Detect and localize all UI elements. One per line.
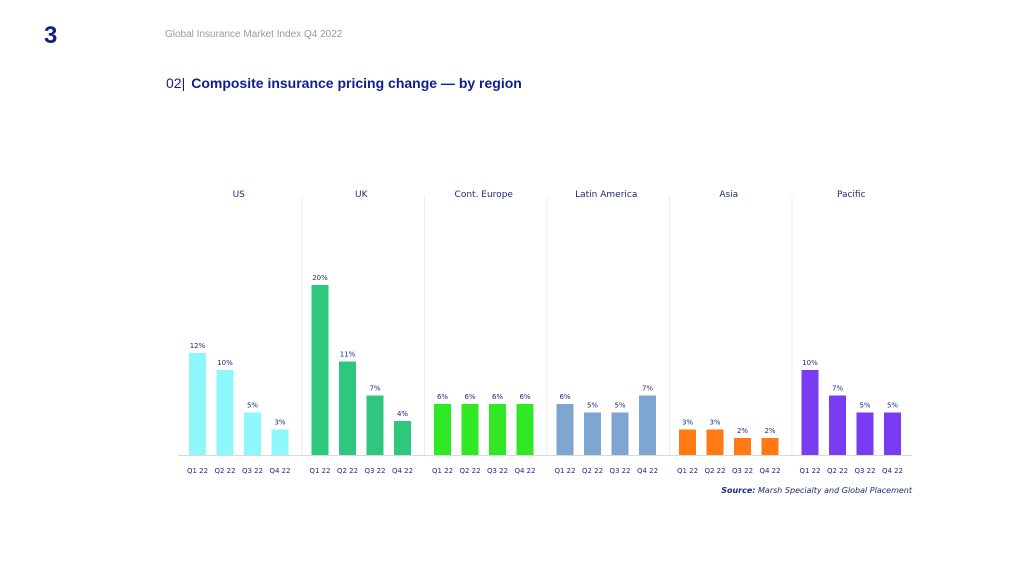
value-label-us-q2-22: 10% — [217, 359, 233, 367]
value-label-cont-europe-q4-22: 6% — [519, 393, 530, 401]
value-label-pacific-q4-22: 5% — [887, 402, 898, 410]
bar-us-q1-22 — [189, 353, 206, 455]
value-label-uk-q3-22: 7% — [369, 385, 380, 393]
tick-label-us-q3-22: Q3 22 — [242, 467, 263, 475]
tick-label-us-q4-22: Q4 22 — [269, 467, 290, 475]
section-title: Composite insurance pricing change — by … — [191, 75, 522, 91]
source-text: Marsh Specialty and Global Placement — [758, 486, 912, 495]
value-label-pacific-q1-22: 10% — [802, 359, 818, 367]
bar-uk-q3-22 — [366, 395, 384, 455]
region-label-us: US — [233, 190, 246, 200]
value-label-asia-q3-22: 2% — [737, 427, 748, 435]
tick-label-pacific-q3-22: Q3 22 — [854, 467, 875, 475]
value-label-uk-q2-22: 11% — [340, 351, 356, 359]
section-heading: 02| Composite insurance pricing change — … — [166, 75, 522, 91]
tick-label-asia-q3-22: Q3 22 — [732, 467, 753, 475]
value-label-asia-q1-22: 3% — [682, 419, 693, 427]
bar-pacific-q2-22 — [829, 395, 846, 455]
region-label-latin-america: Latin America — [575, 190, 637, 200]
value-label-asia-q2-22: 3% — [709, 419, 720, 427]
value-label-latin-america-q2-22: 5% — [587, 402, 598, 410]
source-label: Source: — [721, 486, 756, 495]
tick-label-asia-q1-22: Q1 22 — [677, 467, 698, 475]
section-number: 02 — [166, 75, 182, 91]
value-label-latin-america-q3-22: 5% — [614, 402, 625, 410]
value-label-cont-europe-q1-22: 6% — [437, 393, 448, 401]
bar-us-q2-22 — [216, 370, 234, 455]
tick-label-asia-q4-22: Q4 22 — [759, 467, 780, 475]
bar-uk-q4-22 — [394, 421, 411, 455]
tick-label-us-q2-22: Q2 22 — [214, 467, 235, 475]
bar-cont-europe-q1-22 — [434, 404, 451, 455]
bar-latin-america-q1-22 — [556, 404, 574, 455]
value-label-uk-q4-22: 4% — [397, 410, 408, 418]
tick-label-cont-europe-q4-22: Q4 22 — [514, 467, 535, 475]
value-label-pacific-q2-22: 7% — [832, 385, 843, 393]
tick-label-cont-europe-q3-22: Q3 22 — [487, 467, 508, 475]
bar-asia-q2-22 — [706, 429, 724, 455]
bar-latin-america-q4-22 — [639, 395, 656, 455]
tick-label-uk-q2-22: Q2 22 — [337, 467, 358, 475]
bar-pacific-q4-22 — [884, 412, 901, 455]
bar-uk-q2-22 — [339, 361, 356, 455]
bar-uk-q1-22 — [311, 285, 329, 455]
tick-label-pacific-q1-22: Q1 22 — [799, 467, 820, 475]
bar-cont-europe-q2-22 — [461, 404, 479, 455]
tick-label-asia-q2-22: Q2 22 — [704, 467, 725, 475]
tick-label-pacific-q4-22: Q4 22 — [882, 467, 903, 475]
tick-label-latin-america-q4-22: Q4 22 — [637, 467, 658, 475]
tick-label-cont-europe-q1-22: Q1 22 — [432, 467, 453, 475]
value-label-asia-q4-22: 2% — [764, 427, 775, 435]
value-label-us-q1-22: 12% — [190, 342, 206, 350]
value-label-latin-america-q1-22: 6% — [559, 393, 570, 401]
value-label-us-q3-22: 5% — [247, 402, 258, 410]
value-label-us-q4-22: 3% — [274, 419, 285, 427]
section-divider: | — [181, 75, 186, 91]
bar-latin-america-q2-22 — [584, 412, 601, 455]
bar-latin-america-q3-22 — [611, 412, 629, 455]
bar-cont-europe-q4-22 — [516, 404, 534, 455]
page-number: 3 — [44, 22, 58, 49]
value-label-latin-america-q4-22: 7% — [642, 385, 653, 393]
bar-us-q4-22 — [271, 429, 289, 455]
tick-label-uk-q1-22: Q1 22 — [309, 467, 330, 475]
bar-asia-q1-22 — [679, 429, 696, 455]
source-note: Source: Marsh Specialty and Global Place… — [721, 486, 912, 495]
bar-cont-europe-q3-22 — [489, 404, 506, 455]
tick-label-latin-america-q2-22: Q2 22 — [582, 467, 603, 475]
report-title: Global Insurance Market Index Q4 2022 — [165, 29, 343, 40]
bar-us-q3-22 — [244, 412, 261, 455]
value-label-uk-q1-22: 20% — [312, 274, 328, 282]
tick-label-us-q1-22: Q1 22 — [187, 467, 208, 475]
region-label-cont-europe: Cont. Europe — [455, 190, 514, 200]
tick-label-latin-america-q1-22: Q1 22 — [554, 467, 575, 475]
value-label-pacific-q3-22: 5% — [859, 402, 870, 410]
tick-label-uk-q3-22: Q3 22 — [364, 467, 385, 475]
bar-asia-q3-22 — [734, 438, 751, 455]
region-label-pacific: Pacific — [837, 190, 866, 200]
bar-pacific-q1-22 — [801, 370, 819, 455]
tick-label-latin-america-q3-22: Q3 22 — [609, 467, 630, 475]
value-label-cont-europe-q2-22: 6% — [464, 393, 475, 401]
tick-label-pacific-q2-22: Q2 22 — [827, 467, 848, 475]
bar-asia-q4-22 — [761, 438, 779, 455]
region-label-asia: Asia — [719, 190, 738, 200]
tick-label-uk-q4-22: Q4 22 — [392, 467, 413, 475]
bar-pacific-q3-22 — [856, 412, 874, 455]
tick-label-cont-europe-q2-22: Q2 22 — [459, 467, 480, 475]
region-label-uk: UK — [355, 190, 369, 200]
value-label-cont-europe-q3-22: 6% — [492, 393, 503, 401]
